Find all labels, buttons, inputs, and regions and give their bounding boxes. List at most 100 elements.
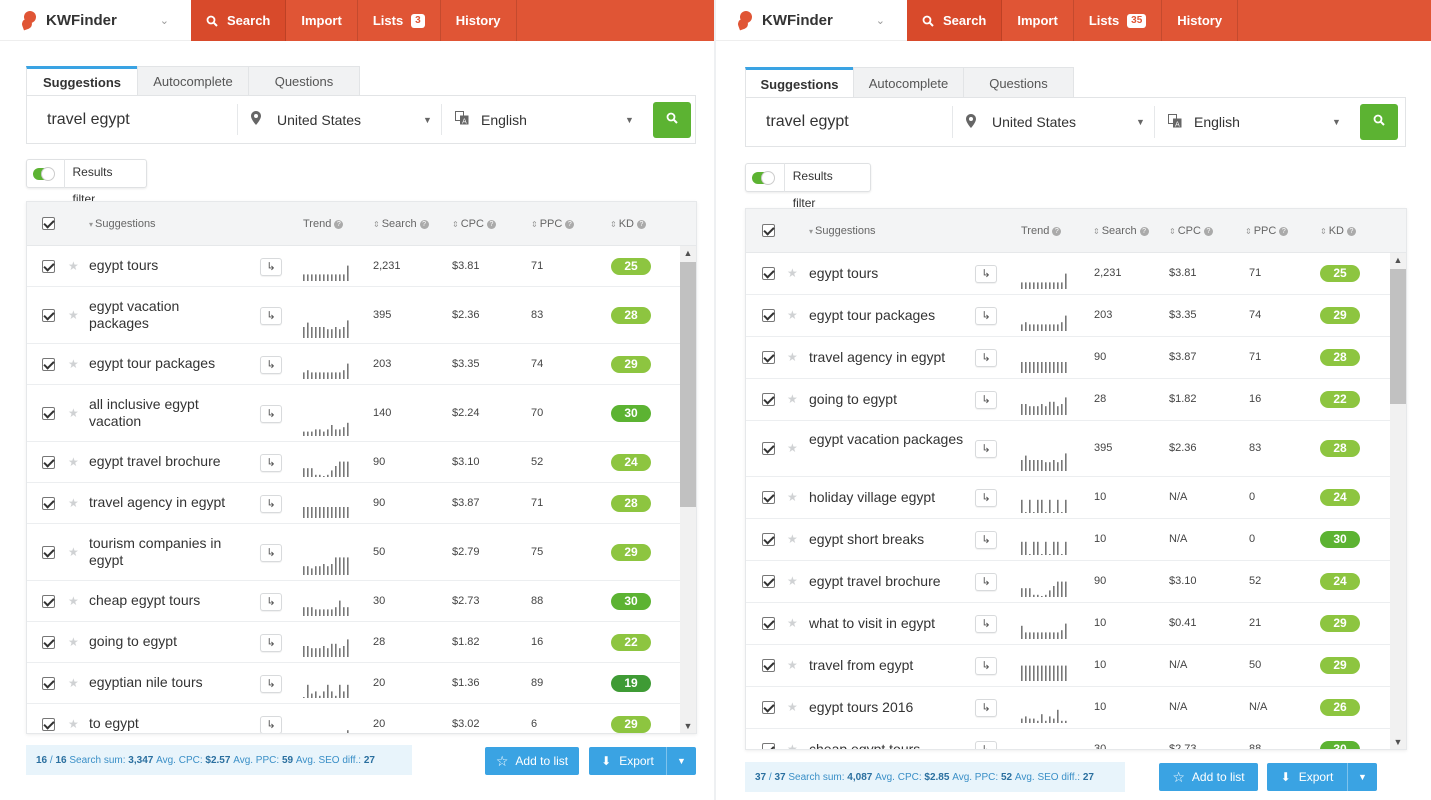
table-row[interactable]: ★ egypt travel brochure ↳ 90 $3.10 52 24 [746, 561, 1390, 603]
star-icon[interactable]: ★ [787, 441, 798, 455]
star-icon[interactable]: ★ [787, 266, 798, 280]
chevron-down-icon[interactable]: ▼ [625, 114, 634, 125]
add-to-list-button[interactable]: ☆ Add to list [485, 747, 579, 775]
row-checkbox[interactable] [762, 701, 775, 714]
nav-search[interactable]: Search [907, 0, 1003, 41]
star-icon[interactable]: ★ [787, 308, 798, 322]
goto-serp-button[interactable]: ↳ [260, 633, 282, 652]
export-options-dropdown[interactable]: ▼ [666, 747, 696, 775]
table-row[interactable]: ★ egypt tour packages ↳ 203 $3.35 74 29 [746, 295, 1390, 337]
goto-serp-button[interactable]: ↳ [975, 440, 997, 458]
table-row[interactable]: ★ egypt vacation packages ↳ 395 $2.36 83 28 [27, 287, 680, 344]
row-checkbox[interactable] [762, 491, 775, 504]
row-checkbox[interactable] [762, 617, 775, 630]
column-header-trend[interactable]: Trend? [1021, 209, 1062, 253]
row-checkbox[interactable] [762, 309, 775, 322]
goto-serp-button[interactable]: ↳ [975, 265, 997, 283]
column-header-trend[interactable]: Trend? [303, 202, 344, 246]
scroll-up-icon[interactable]: ▲ [1393, 255, 1403, 265]
chevron-down-icon[interactable]: ▼ [1136, 117, 1145, 127]
export-button[interactable]: ⬇ Export [589, 747, 666, 775]
star-icon[interactable]: ★ [787, 392, 798, 406]
table-scrollbar[interactable]: ▲ ▼ [680, 246, 696, 733]
column-header-ppc[interactable]: ⇕ PPC? [531, 202, 575, 246]
tab-questions[interactable]: Questions [248, 66, 360, 96]
star-icon[interactable]: ★ [787, 490, 798, 504]
row-checkbox[interactable] [762, 442, 775, 455]
star-icon[interactable]: ★ [68, 307, 79, 322]
column-header-cpc[interactable]: ⇕ CPC? [452, 202, 496, 246]
location-select[interactable]: United States [966, 113, 1076, 131]
goto-serp-button[interactable]: ↳ [975, 531, 997, 549]
row-checkbox[interactable] [42, 717, 55, 731]
table-row[interactable]: ★ all inclusive egypt vacation ↳ 140 $2.24 70… [27, 385, 680, 442]
table-row[interactable]: ★ going to egypt ↳ 28 $1.82 16 22 [746, 379, 1390, 421]
brand-switcher[interactable]: KWFinder ⌄ [716, 0, 907, 41]
table-row[interactable]: ★ egypt vacation packages ↳ 395 $2.36 83 28 [746, 421, 1390, 477]
table-row[interactable]: ★ what to visit in egypt ↳ 10 $0.41 21 29 [746, 603, 1390, 645]
goto-serp-button[interactable]: ↳ [260, 453, 282, 472]
chevron-down-icon[interactable]: ⌄ [875, 14, 885, 27]
row-checkbox[interactable] [762, 533, 775, 546]
table-row[interactable]: ★ travel agency in egypt ↳ 90 $3.87 71 28 [746, 337, 1390, 379]
table-row[interactable]: ★ egypt tours ↳ 2,231 $3.81 71 25 [746, 253, 1390, 295]
star-icon[interactable]: ★ [787, 742, 798, 749]
tab-autocomplete[interactable]: Autocomplete [853, 67, 964, 99]
table-row[interactable]: ★ holiday village egypt ↳ 10 N/A 0 24 [746, 477, 1390, 519]
nav-search[interactable]: Search [191, 0, 287, 41]
scroll-down-icon[interactable]: ▼ [1393, 737, 1403, 747]
goto-serp-button[interactable]: ↳ [260, 404, 282, 423]
star-icon[interactable]: ★ [787, 700, 798, 714]
keyword-input[interactable]: travel egypt [47, 110, 130, 128]
table-row[interactable]: ★ travel from egypt ↳ 10 N/A 50 29 [746, 645, 1390, 687]
nav-history[interactable]: History [441, 0, 517, 41]
results-filter-toggle[interactable]: Results filter [26, 159, 147, 206]
star-icon[interactable]: ★ [68, 634, 79, 649]
star-icon[interactable]: ★ [787, 574, 798, 588]
table-row[interactable]: ★ egypt travel brochure ↳ 90 $3.10 52 24 [27, 442, 680, 483]
toggle-switch[interactable] [33, 166, 55, 181]
scrollbar-thumb[interactable] [680, 262, 696, 507]
add-to-list-button[interactable]: ☆ Add to list [1159, 763, 1258, 791]
tab-questions[interactable]: Questions [963, 67, 1074, 99]
goto-serp-button[interactable]: ↳ [260, 494, 282, 513]
goto-serp-button[interactable]: ↳ [975, 615, 997, 633]
search-submit-button[interactable] [653, 101, 691, 138]
table-row[interactable]: ★ cheap egypt tours ↳ 30 $2.73 88 30 [27, 581, 680, 622]
export-options-dropdown[interactable]: ▼ [1347, 763, 1377, 791]
row-checkbox[interactable] [42, 635, 55, 649]
export-button[interactable]: ⬇ Export [1267, 763, 1347, 791]
star-icon[interactable]: ★ [787, 532, 798, 546]
column-header-cpc[interactable]: ⇕ CPC? [1169, 209, 1213, 253]
goto-serp-button[interactable]: ↳ [975, 489, 997, 507]
table-row[interactable]: ★ tourism companies in egypt ↳ 50 $2.79 75 29 [27, 524, 680, 581]
scroll-up-icon[interactable]: ▲ [683, 248, 693, 258]
row-checkbox[interactable] [762, 659, 775, 672]
row-checkbox[interactable] [42, 308, 55, 322]
language-select[interactable]: A English [455, 111, 527, 128]
table-row[interactable]: ★ cheap egypt tours ↳ 30 $2.73 88 30 [746, 729, 1390, 749]
row-checkbox[interactable] [42, 259, 55, 273]
row-checkbox[interactable] [762, 267, 775, 280]
star-icon[interactable]: ★ [787, 616, 798, 630]
goto-serp-button[interactable]: ↳ [260, 543, 282, 562]
column-header-kd[interactable]: ⇕ KD? [1320, 209, 1356, 253]
scroll-down-icon[interactable]: ▼ [683, 721, 693, 731]
goto-serp-button[interactable]: ↳ [975, 307, 997, 325]
star-icon[interactable]: ★ [68, 675, 79, 690]
star-icon[interactable]: ★ [787, 350, 798, 364]
star-icon[interactable]: ★ [68, 356, 79, 371]
scrollbar-thumb[interactable] [1390, 269, 1406, 404]
tab-autocomplete[interactable]: Autocomplete [137, 66, 249, 96]
star-icon[interactable]: ★ [68, 495, 79, 510]
goto-serp-button[interactable]: ↳ [975, 657, 997, 675]
goto-serp-button[interactable]: ↳ [975, 391, 997, 409]
row-checkbox[interactable] [42, 676, 55, 690]
star-icon[interactable]: ★ [68, 593, 79, 608]
goto-serp-button[interactable]: ↳ [260, 715, 282, 733]
table-row[interactable]: ★ travel agency in egypt ↳ 90 $3.87 71 28 [27, 483, 680, 524]
tab-suggestions[interactable]: Suggestions [26, 66, 138, 96]
star-icon[interactable]: ★ [68, 405, 79, 420]
nav-lists[interactable]: Lists 3 [358, 0, 441, 41]
table-row[interactable]: ★ egyptian nile tours ↳ 20 $1.36 89 19 [27, 663, 680, 704]
